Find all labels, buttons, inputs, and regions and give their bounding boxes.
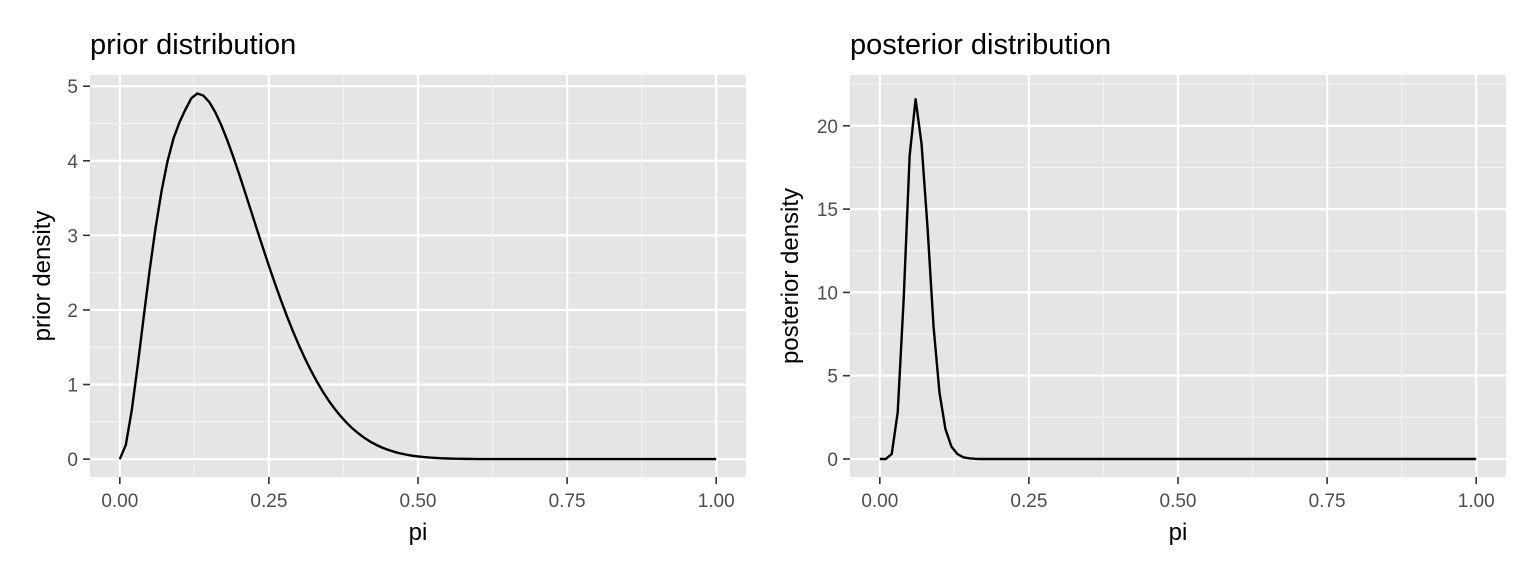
x-axis-title: pi	[409, 519, 428, 546]
x-tick-label: 0.50	[1160, 491, 1197, 512]
x-axis-title: pi	[1169, 519, 1188, 546]
chart-title: posterior distribution	[850, 29, 1111, 61]
y-tick-label: 10	[817, 283, 838, 304]
x-tick-label: 0.50	[400, 491, 437, 512]
y-tick-label: 5	[67, 77, 78, 98]
posterior-panel: 0.00 0.25 0.50 0.75 1.00 0 5 10 15 20 posterior di…	[777, 29, 1506, 546]
density-line	[118, 92, 717, 461]
y-tick-label: 5	[827, 367, 838, 388]
y-tick-label: 0	[67, 450, 78, 471]
x-tick-label: 0.75	[1309, 491, 1346, 512]
y-tick-label: 3	[67, 226, 78, 247]
x-tick-label: 0.25	[250, 491, 287, 512]
density-line	[879, 97, 1477, 461]
y-tick-label: 0	[827, 450, 838, 471]
y-tick-label: 4	[67, 152, 78, 173]
chart-title: prior distribution	[90, 29, 296, 61]
x-tick-label: 1.00	[698, 491, 735, 512]
x-tick-label: 0.00	[101, 491, 138, 512]
prior-panel: 0.00 0.25 0.50 0.75 1.00 0 1 2 3 4 5 prior distribu…	[29, 29, 746, 546]
x-tick-label: 0.25	[1010, 491, 1047, 512]
y-tick-label: 2	[67, 301, 78, 322]
y-tick-label: 20	[817, 117, 838, 138]
y-axis-title: posterior density	[777, 188, 804, 364]
x-tick-label: 0.75	[549, 491, 586, 512]
y-tick-label: 15	[817, 200, 838, 221]
x-tick-label: 0.00	[861, 491, 898, 512]
y-axis-title: prior density	[29, 211, 56, 342]
x-tick-label: 1.00	[1458, 491, 1495, 512]
y-tick-label: 1	[67, 376, 78, 397]
